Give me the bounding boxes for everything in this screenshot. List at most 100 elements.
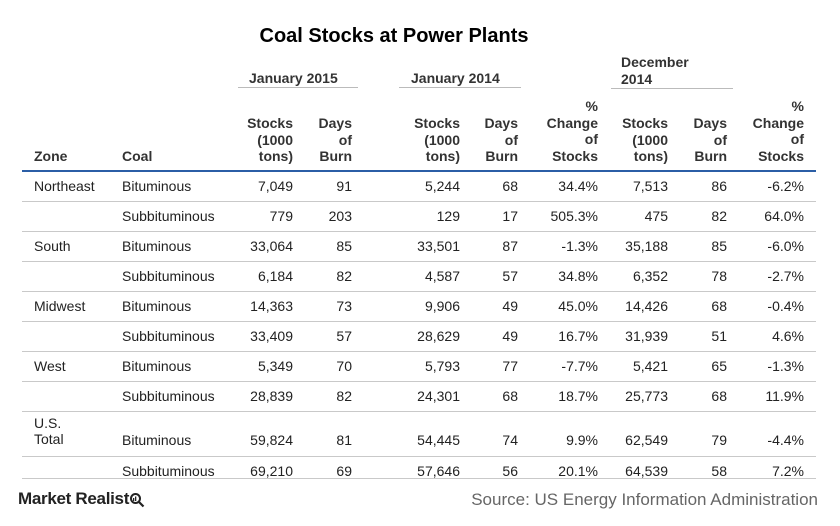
market-realist-logo: Market Realist <box>18 489 145 509</box>
cell-ddec: 68 <box>711 388 727 404</box>
cell-pctdec: -2.7% <box>767 268 804 284</box>
cell-s2015: 28,839 <box>250 388 293 404</box>
cell-s2014: 5,793 <box>424 358 460 374</box>
cell-d2014: 77 <box>502 358 518 374</box>
cell-ddec: 82 <box>711 208 727 224</box>
cell-s2015: 33,064 <box>250 238 293 254</box>
cell-d2014: 17 <box>502 208 518 224</box>
header-zone: Zone <box>34 148 68 164</box>
cell-pctdec: -6.2% <box>767 178 804 194</box>
cell-zone: Midwest <box>34 298 86 314</box>
cell-pctdec: -0.4% <box>767 298 804 314</box>
cell-coal: Subbituminous <box>122 388 215 404</box>
cell-ddec: 65 <box>711 358 727 374</box>
cell-coal: Bituminous <box>122 432 192 448</box>
cell-d2015: 57 <box>336 328 352 344</box>
cell-zone: South <box>34 238 71 254</box>
table-row: West Bituminous 5,349 70 5,793 77 -7.7% 5,421 65… <box>22 351 816 381</box>
cell-s2014: 28,629 <box>417 328 460 344</box>
cell-sdec: 5,421 <box>632 358 668 374</box>
cell-d2015: 82 <box>336 388 352 404</box>
cell-d2015: 82 <box>336 268 352 284</box>
cell-d2014: 74 <box>502 432 518 448</box>
cell-s2014: 57,646 <box>417 463 460 479</box>
cell-ddec: 85 <box>711 238 727 254</box>
table-row: Subbituminous 6,184 82 4,587 57 34.8% 6,352 78 -… <box>22 261 816 291</box>
table-row: Subbituminous 69,210 69 57,646 56 20.1% 64,539… <box>22 456 816 486</box>
cell-s2015: 7,049 <box>257 178 293 194</box>
header-days-2015: Days of Burn <box>318 115 352 164</box>
cell-pctdec: -1.3% <box>767 358 804 374</box>
group-december-2014: December 2014 <box>611 54 733 89</box>
header-rule <box>22 170 816 172</box>
cell-d2014: 49 <box>502 328 518 344</box>
table-row: South Bituminous 33,064 85 33,501 87 -1.3% 35,1… <box>22 231 816 261</box>
source-note: Source: US Energy Information Administra… <box>471 490 818 509</box>
table-body: Northeast Bituminous 7,049 91 5,244 68 34.4% 7,… <box>22 172 816 486</box>
cell-pct2014: 16.7% <box>558 328 598 344</box>
table-row: Subbituminous 28,839 82 24,301 68 18.7% 25,773… <box>22 381 816 411</box>
cell-sdec: 475 <box>644 208 668 224</box>
cell-sdec: 31,939 <box>625 328 668 344</box>
cell-sdec: 64,539 <box>625 463 668 479</box>
magnifier-icon <box>130 493 145 508</box>
cell-d2015: 70 <box>336 358 352 374</box>
cell-zone: West <box>34 358 66 374</box>
header-coal: Coal <box>122 148 153 164</box>
cell-pct2014: 9.9% <box>566 432 598 448</box>
cell-pct2014: 18.7% <box>558 388 598 404</box>
cell-d2014: 57 <box>502 268 518 284</box>
cell-d2015: 203 <box>328 208 352 224</box>
table-row: Midwest Bituminous 14,363 73 9,906 49 45.0% 14,… <box>22 291 816 321</box>
header-days-dec: Days of Burn <box>693 115 727 164</box>
table-row: Subbituminous 779 203 129 17 505.3% 475 82 64.0% <box>22 201 816 231</box>
header-pct-change-dec: % Change of Stocks <box>752 98 804 164</box>
group-january-2014: January 2014 <box>399 70 521 88</box>
cell-s2014: 4,587 <box>424 268 460 284</box>
cell-s2014: 5,244 <box>424 178 460 194</box>
group-january-2015: January 2015 <box>238 70 358 88</box>
cell-zone: Northeast <box>34 178 95 194</box>
cell-d2015: 69 <box>336 463 352 479</box>
cell-sdec: 25,773 <box>625 388 668 404</box>
cell-d2014: 87 <box>502 238 518 254</box>
header-stocks-dec: Stocks (1000 tons) <box>622 115 668 164</box>
cell-d2014: 68 <box>502 388 518 404</box>
header-pct-change-2014: % Change of Stocks <box>546 98 598 164</box>
cell-ddec: 86 <box>711 178 727 194</box>
cell-sdec: 62,549 <box>625 432 668 448</box>
cell-pctdec: 4.6% <box>772 328 804 344</box>
cell-s2014: 54,445 <box>417 432 460 448</box>
cell-coal: Subbituminous <box>122 208 215 224</box>
cell-pct2014: -1.3% <box>561 238 598 254</box>
cell-ddec: 58 <box>711 463 727 479</box>
cell-s2015: 6,184 <box>257 268 293 284</box>
cell-pctdec: 11.9% <box>765 388 804 404</box>
cell-coal: Bituminous <box>122 298 192 314</box>
cell-ddec: 51 <box>711 328 727 344</box>
cell-zone: U.S. Total <box>34 415 64 447</box>
chart-title: Coal Stocks at Power Plants <box>259 25 529 47</box>
cell-d2015: 85 <box>336 238 352 254</box>
cell-coal: Subbituminous <box>122 268 215 284</box>
cell-ddec: 78 <box>711 268 727 284</box>
cell-sdec: 35,188 <box>625 238 668 254</box>
cell-s2014: 24,301 <box>417 388 460 404</box>
cell-d2014: 68 <box>502 178 518 194</box>
header-stocks-2015: Stocks (1000 tons) <box>247 115 293 164</box>
header-stocks-2014: Stocks (1000 tons) <box>414 115 460 164</box>
cell-pct2014: 45.0% <box>558 298 598 314</box>
cell-s2015: 33,409 <box>250 328 293 344</box>
cell-d2014: 49 <box>502 298 518 314</box>
cell-d2015: 81 <box>336 432 352 448</box>
table-row: Northeast Bituminous 7,049 91 5,244 68 34.4% 7,… <box>22 172 816 201</box>
cell-pct2014: 34.8% <box>558 268 598 284</box>
cell-d2015: 91 <box>336 178 352 194</box>
cell-pctdec: 7.2% <box>772 463 804 479</box>
header-days-2014: Days of Burn <box>484 115 518 164</box>
cell-s2014: 33,501 <box>417 238 460 254</box>
cell-sdec: 7,513 <box>632 178 668 194</box>
cell-coal: Subbituminous <box>122 328 215 344</box>
cell-s2015: 59,824 <box>250 432 293 448</box>
cell-sdec: 6,352 <box>632 268 668 284</box>
